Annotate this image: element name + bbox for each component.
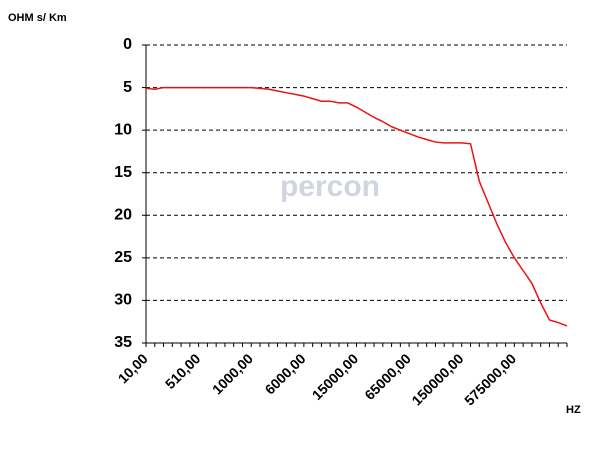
y-tick-label: 20 <box>114 207 132 224</box>
y-tick-label: 35 <box>114 334 132 351</box>
x-tick-label: 6000,00 <box>262 350 309 397</box>
x-tick-label: 10,00 <box>115 350 151 386</box>
y-tick-label: 5 <box>123 79 132 96</box>
y-tick-label: 25 <box>114 249 132 266</box>
y-tick-label: 30 <box>114 292 132 309</box>
x-axis-label: HZ <box>566 404 581 416</box>
x-tick-label: 150000,00 <box>408 350 466 408</box>
x-tick-label: 65000,00 <box>361 350 414 403</box>
watermark: percon <box>280 170 380 203</box>
x-tick-label: 15000,00 <box>309 350 362 403</box>
x-tick-label: 1000,00 <box>209 350 256 397</box>
line <box>145 86 568 327</box>
y-axis-label: OHM s/ Km <box>8 12 67 24</box>
x-tick-label: 510,00 <box>162 350 204 392</box>
x-tick-label: 575000,00 <box>461 350 519 408</box>
y-tick-label: 10 <box>114 121 132 138</box>
y-tick-label: 0 <box>123 36 132 53</box>
y-tick-label: 15 <box>114 164 132 181</box>
